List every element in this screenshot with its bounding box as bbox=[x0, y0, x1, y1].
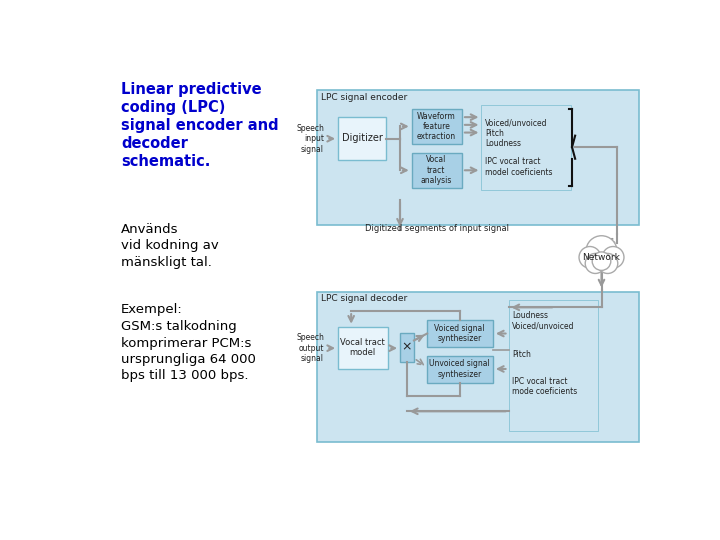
Text: Waveform
feature
extraction: Waveform feature extraction bbox=[417, 111, 456, 141]
Circle shape bbox=[585, 253, 606, 273]
Text: LPC signal decoder: LPC signal decoder bbox=[321, 294, 408, 303]
Text: Loudness
Voiced/unvoiced: Loudness Voiced/unvoiced bbox=[513, 311, 575, 330]
Circle shape bbox=[602, 247, 624, 268]
Bar bbox=[427, 320, 493, 347]
Circle shape bbox=[579, 247, 600, 268]
Circle shape bbox=[593, 252, 611, 271]
Bar bbox=[427, 356, 493, 383]
Text: Speech
input
signal: Speech input signal bbox=[296, 124, 324, 153]
Circle shape bbox=[586, 236, 617, 267]
Bar bbox=[317, 292, 639, 442]
Bar bbox=[412, 110, 462, 144]
Text: Voiced/unvoiced
Pitch
Loudness: Voiced/unvoiced Pitch Loudness bbox=[485, 119, 548, 148]
Bar bbox=[400, 333, 414, 362]
Text: Digitizer: Digitizer bbox=[341, 133, 382, 143]
Text: Vocal
tract
analysis: Vocal tract analysis bbox=[420, 156, 452, 185]
Bar bbox=[482, 105, 570, 190]
Text: Unvoiced signal
synthesizer: Unvoiced signal synthesizer bbox=[429, 359, 490, 379]
Text: Digitized segments of input signal: Digitized segments of input signal bbox=[365, 224, 509, 233]
Bar bbox=[317, 90, 639, 225]
Bar bbox=[338, 117, 386, 159]
Text: Exempel:
GSM:s talkodning
komprimerar PCM:s
ursprungliga 64 000
bps till 13 000 : Exempel: GSM:s talkodning komprimerar PC… bbox=[121, 303, 256, 382]
Bar bbox=[508, 300, 598, 430]
Text: Speech
output
signal: Speech output signal bbox=[296, 333, 324, 363]
Text: Används
vid kodning av
mänskligt tal.: Används vid kodning av mänskligt tal. bbox=[121, 222, 219, 269]
Bar bbox=[338, 327, 388, 369]
Text: IPC vocal tract
mode coeficients: IPC vocal tract mode coeficients bbox=[513, 377, 577, 396]
Text: Linear predictive
coding (LPC)
signal encoder and
decoder
schematic.: Linear predictive coding (LPC) signal en… bbox=[121, 82, 279, 168]
Text: ×: × bbox=[402, 341, 413, 354]
Bar bbox=[412, 153, 462, 188]
Text: IPC vocal tract
model coeficients: IPC vocal tract model coeficients bbox=[485, 157, 553, 177]
Text: LPC signal encoder: LPC signal encoder bbox=[321, 93, 408, 102]
Text: Network: Network bbox=[582, 253, 621, 262]
Text: Pitch: Pitch bbox=[513, 350, 531, 359]
Text: Vocal tract
model: Vocal tract model bbox=[341, 338, 385, 357]
Text: Voiced signal
synthesizer: Voiced signal synthesizer bbox=[434, 324, 485, 343]
Circle shape bbox=[598, 253, 618, 273]
